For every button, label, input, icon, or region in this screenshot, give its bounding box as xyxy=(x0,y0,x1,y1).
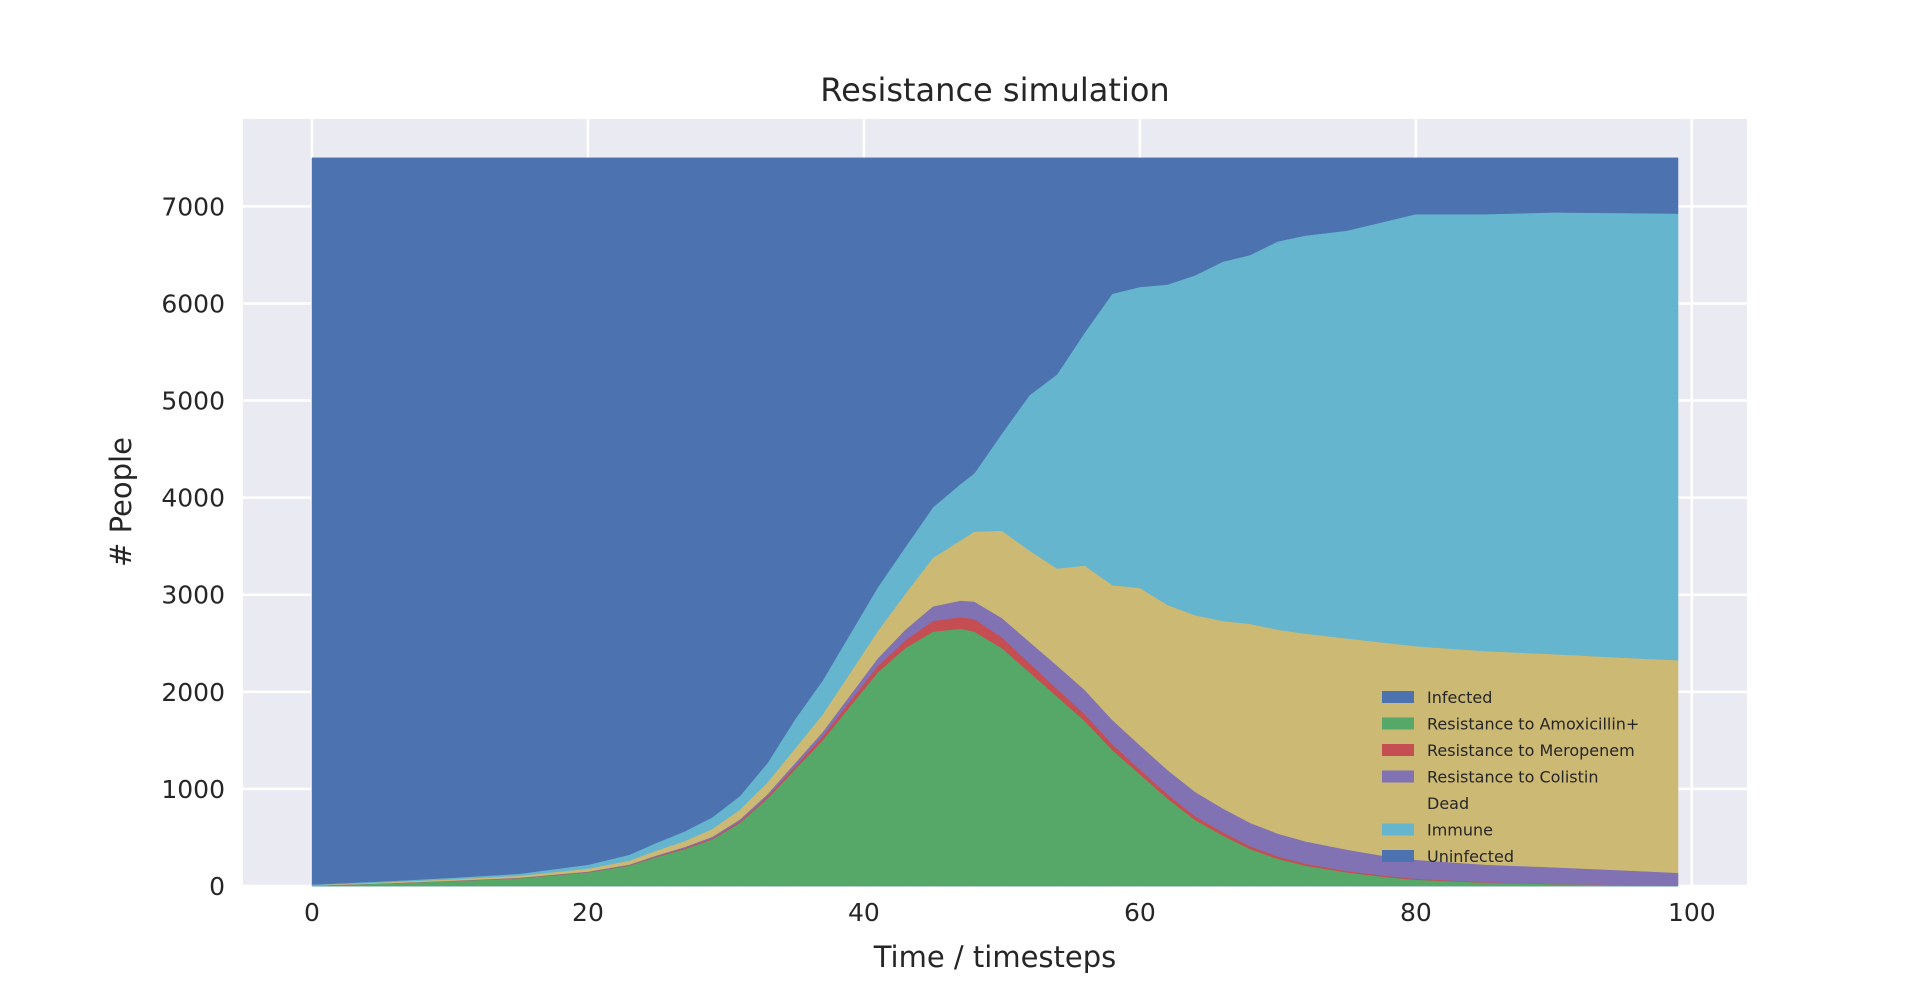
legend-swatch-immune xyxy=(1382,823,1414,836)
x-axis-label: Time / timesteps xyxy=(873,940,1117,974)
legend-swatch-resistance-to-amoxicillin xyxy=(1382,717,1414,730)
legend-swatch-uninfected xyxy=(1382,850,1414,862)
y-tick-label: 2000 xyxy=(161,678,225,707)
y-tick-label: 7000 xyxy=(161,192,225,221)
legend-label-resistance-to-amoxicillin: Resistance to Amoxicillin+ xyxy=(1427,715,1639,734)
stacked-areas xyxy=(311,157,1679,887)
legend: Infected Resistance to Amoxicillin+ Resist… xyxy=(1382,688,1639,866)
legend-label-resistance-to-colistin: Resistance to Colistin xyxy=(1427,768,1599,787)
y-axis-label: # People xyxy=(104,437,138,567)
chart-title: Resistance simulation xyxy=(820,71,1169,109)
x-tick-label: 40 xyxy=(848,898,880,927)
y-tick-label: 5000 xyxy=(161,387,225,416)
y-tick-label: 6000 xyxy=(161,289,225,318)
y-tick-label: 4000 xyxy=(161,484,225,513)
legend-label-uninfected: Uninfected xyxy=(1427,847,1514,866)
x-tick-label: 100 xyxy=(1668,898,1716,927)
area-uninfected xyxy=(311,157,1679,885)
legend-swatch-infected xyxy=(1382,691,1414,703)
tick-labels: 0 20 40 60 80 1000100020003000400050006000700… xyxy=(161,192,1715,927)
legend-swatch-resistance-to-colistin xyxy=(1382,770,1414,783)
x-tick-label: 80 xyxy=(1400,898,1432,927)
x-tick-label: 60 xyxy=(1124,898,1156,927)
legend-label-infected: Infected xyxy=(1427,688,1492,707)
legend-label-dead: Dead xyxy=(1427,794,1469,813)
x-tick-label: 0 xyxy=(304,898,320,927)
legend-swatch-resistance-to-meropenem xyxy=(1382,744,1414,756)
x-tick-label: 20 xyxy=(572,898,604,927)
y-tick-label: 1000 xyxy=(161,775,225,804)
y-tick-label: 3000 xyxy=(161,581,225,610)
legend-label-immune: Immune xyxy=(1427,821,1493,840)
legend-label-resistance-to-meropenem: Resistance to Meropenem xyxy=(1427,741,1635,760)
y-tick-label: 0 xyxy=(209,872,225,901)
